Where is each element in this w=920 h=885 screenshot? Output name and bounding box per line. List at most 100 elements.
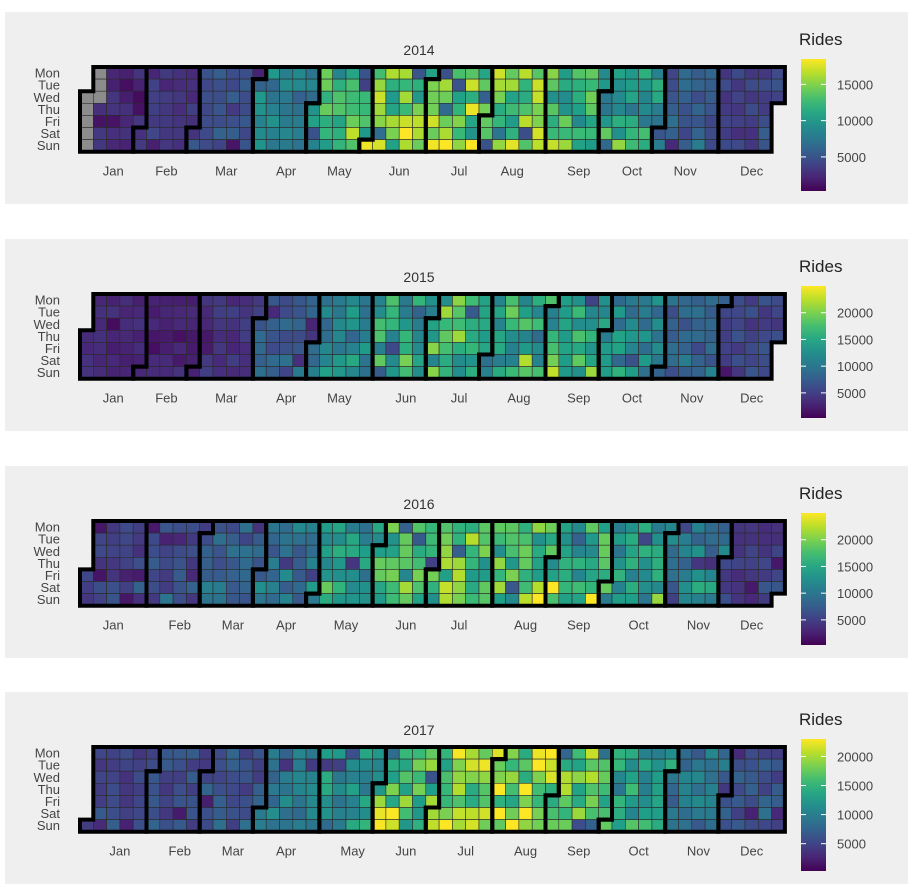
day-cell	[518, 354, 533, 367]
day-cell	[279, 103, 294, 116]
day-cell	[292, 770, 307, 784]
day-cell	[398, 354, 413, 367]
day-cell	[731, 90, 746, 104]
day-cell	[452, 305, 466, 319]
day-cell	[119, 795, 134, 808]
legend-tick-label: 15000	[837, 559, 873, 574]
day-cell	[172, 758, 187, 772]
day-cell	[172, 78, 187, 92]
day-cell	[757, 782, 772, 796]
day-cell	[292, 317, 307, 331]
day-cell	[279, 532, 294, 546]
day-cell	[704, 532, 719, 546]
month-label: Jun	[395, 618, 416, 633]
day-cell	[731, 329, 746, 343]
day-cell	[332, 342, 347, 355]
day-cell	[292, 795, 307, 808]
day-cell	[624, 807, 639, 820]
day-cell	[106, 758, 121, 772]
day-cell	[332, 795, 347, 808]
day-cell	[119, 103, 134, 116]
day-cell	[159, 342, 174, 355]
day-cell	[172, 317, 187, 331]
day-cell	[505, 317, 520, 331]
day-cell	[585, 544, 600, 558]
day-cell	[678, 127, 693, 140]
day-cell	[678, 354, 693, 367]
day-cell	[452, 127, 466, 140]
day-cell	[345, 329, 360, 343]
month-label: Jan	[103, 391, 124, 406]
day-cell	[119, 782, 134, 796]
day-cell	[398, 127, 413, 140]
day-cell	[212, 795, 227, 808]
day-cell	[385, 569, 400, 582]
day-cell	[279, 90, 294, 104]
day-cell	[518, 305, 533, 319]
day-cell	[345, 78, 360, 92]
day-cell	[279, 329, 294, 343]
day-cell	[571, 127, 586, 140]
weekday-label: Thu	[38, 329, 60, 344]
day-cell	[265, 354, 280, 367]
day-cell	[744, 342, 759, 355]
day-cell	[452, 795, 466, 808]
weekday-label: Thu	[38, 556, 60, 571]
day-cell	[744, 115, 759, 128]
weekday-label: Fri	[45, 568, 60, 583]
day-cell	[505, 544, 520, 558]
day-cell	[452, 354, 466, 367]
day-cell	[345, 532, 360, 546]
day-cell	[398, 782, 413, 796]
chart-title: 2016	[403, 496, 434, 512]
day-cell	[332, 758, 347, 772]
day-cell	[398, 758, 413, 772]
day-cell	[106, 770, 121, 784]
weekday-label: Thu	[38, 782, 60, 797]
month-label: Apr	[276, 391, 297, 406]
month-label: Nov	[687, 618, 711, 633]
day-cell	[465, 329, 480, 343]
day-cell	[465, 78, 480, 92]
day-cell	[744, 127, 759, 140]
day-cell	[265, 581, 280, 594]
day-cell	[678, 807, 693, 820]
month-label: Jan	[103, 164, 124, 179]
day-cell	[505, 354, 520, 367]
day-cell	[531, 532, 546, 546]
day-cell	[385, 807, 400, 820]
day-cell	[279, 115, 294, 128]
day-cell	[398, 807, 413, 820]
legend-tick-label: 10000	[837, 808, 873, 823]
day-cell	[558, 127, 573, 140]
day-cell	[518, 78, 533, 92]
day-cell	[292, 556, 307, 570]
day-cell	[345, 354, 360, 367]
day-cell	[452, 532, 466, 546]
day-cell	[226, 115, 240, 128]
weekday-label: Sat	[40, 806, 60, 821]
day-cell	[744, 556, 759, 570]
day-cell	[744, 770, 759, 784]
day-cell	[558, 807, 573, 820]
day-cell	[159, 807, 174, 820]
day-cell	[412, 758, 427, 772]
day-cell	[638, 329, 653, 343]
day-cell	[571, 807, 586, 820]
day-cell	[624, 317, 639, 331]
day-cell	[452, 342, 466, 355]
month-label: May	[327, 391, 352, 406]
day-cell	[691, 115, 706, 128]
day-cell	[226, 544, 240, 558]
day-cell	[279, 758, 294, 772]
day-cell	[638, 305, 653, 319]
chart-title: 2015	[403, 269, 434, 285]
day-cell	[505, 782, 520, 796]
day-cell	[106, 90, 121, 104]
day-cell	[119, 78, 134, 92]
day-cell	[226, 317, 240, 331]
weekday-label: Tue	[38, 758, 60, 773]
month-label: Feb	[169, 844, 191, 859]
day-cell	[93, 103, 107, 116]
day-cell	[638, 532, 653, 546]
